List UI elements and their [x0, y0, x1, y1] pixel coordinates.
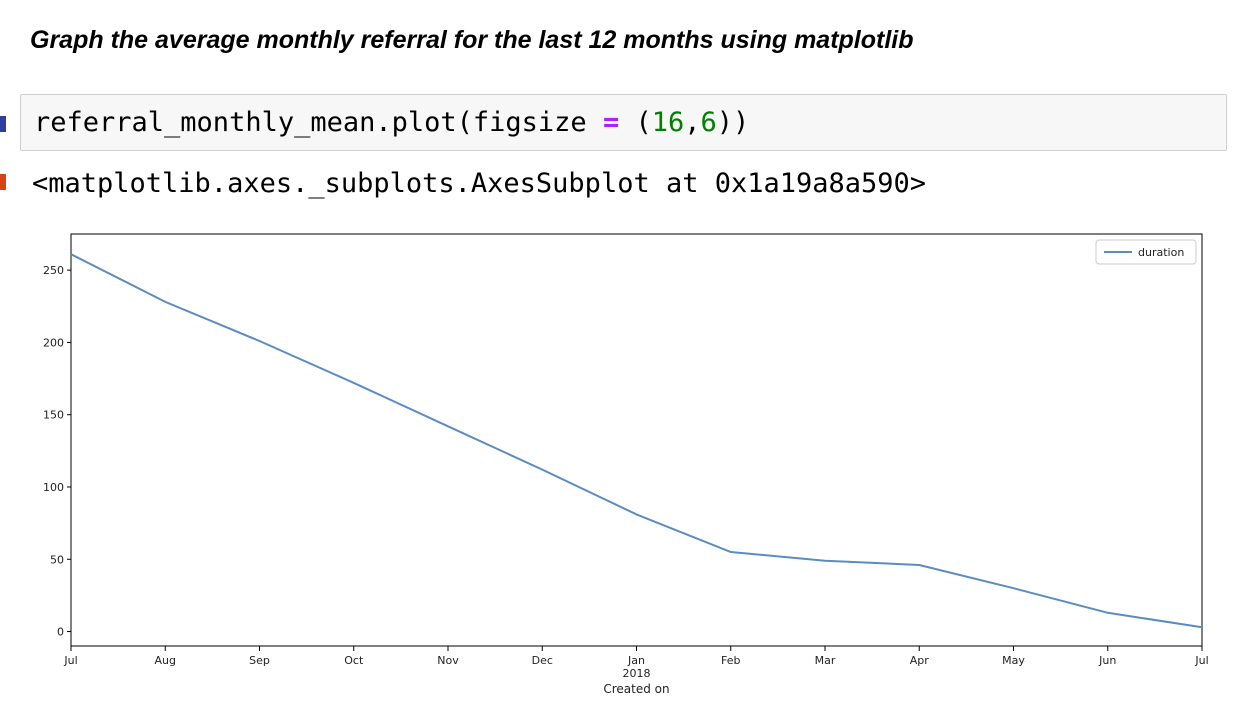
plot-area-frame: [70, 233, 1203, 647]
code-paren-open: (: [635, 107, 652, 138]
x-tick-label-mar: Mar: [815, 654, 836, 667]
code-number-16: 16: [651, 107, 685, 138]
line-chart: 0 50 100 150 200 250 Jul Aug Sep Oct Nov Dec Jan2018…: [43, 233, 1209, 696]
x-tick-label-aug: Aug: [155, 654, 176, 667]
y-tick-label-100: 100: [43, 481, 64, 494]
x-tick-label-dec: Dec: [532, 654, 553, 667]
code-number-6: 6: [700, 107, 717, 138]
code-cell-input[interactable]: referral_monthly_mean.plot(figsize = (16…: [20, 94, 1227, 151]
x-year-label: 2018: [623, 667, 651, 680]
x-tick-label-feb: Feb: [721, 654, 740, 667]
code-operator: =: [602, 107, 620, 138]
code-text: referral_monthly_mean.plot(figsize: [34, 107, 587, 138]
x-tick-label-sep: Sep: [249, 654, 270, 667]
y-tick-label-0: 0: [57, 626, 64, 639]
y-tick-label-250: 250: [43, 264, 64, 277]
y-tick-label-150: 150: [43, 409, 64, 422]
code-comma: ,: [684, 107, 701, 138]
x-tick-label-jul: Jul: [63, 654, 77, 667]
x-tick-label-may: May: [1002, 654, 1025, 667]
output-prompt-marker: [0, 174, 6, 190]
x-tick-label-oct: Oct: [344, 654, 364, 667]
x-tick-label-jan: Jan: [627, 654, 645, 667]
cell-output-text: <matplotlib.axes._subplots.AxesSubplot a…: [32, 168, 927, 199]
code-paren-close: )): [716, 107, 750, 138]
x-tick-label-nov: Nov: [437, 654, 459, 667]
y-tick-label-50: 50: [50, 553, 64, 566]
series-line-duration: [70, 253, 1203, 629]
x-tick-label-jun: Jun: [1098, 654, 1116, 667]
x-axis-label: Created on: [603, 682, 669, 696]
legend-label: duration: [1138, 246, 1184, 259]
x-tick-label-jul: Jul: [1194, 654, 1208, 667]
x-tick-label-apr: Apr: [910, 654, 930, 667]
y-tick-label-200: 200: [43, 336, 64, 349]
markdown-heading: Graph the average monthly referral for t…: [30, 26, 914, 54]
input-prompt-marker: [0, 116, 6, 132]
code-line[interactable]: referral_monthly_mean.plot(figsize = (16…: [34, 107, 749, 138]
legend-box: [1095, 239, 1197, 265]
